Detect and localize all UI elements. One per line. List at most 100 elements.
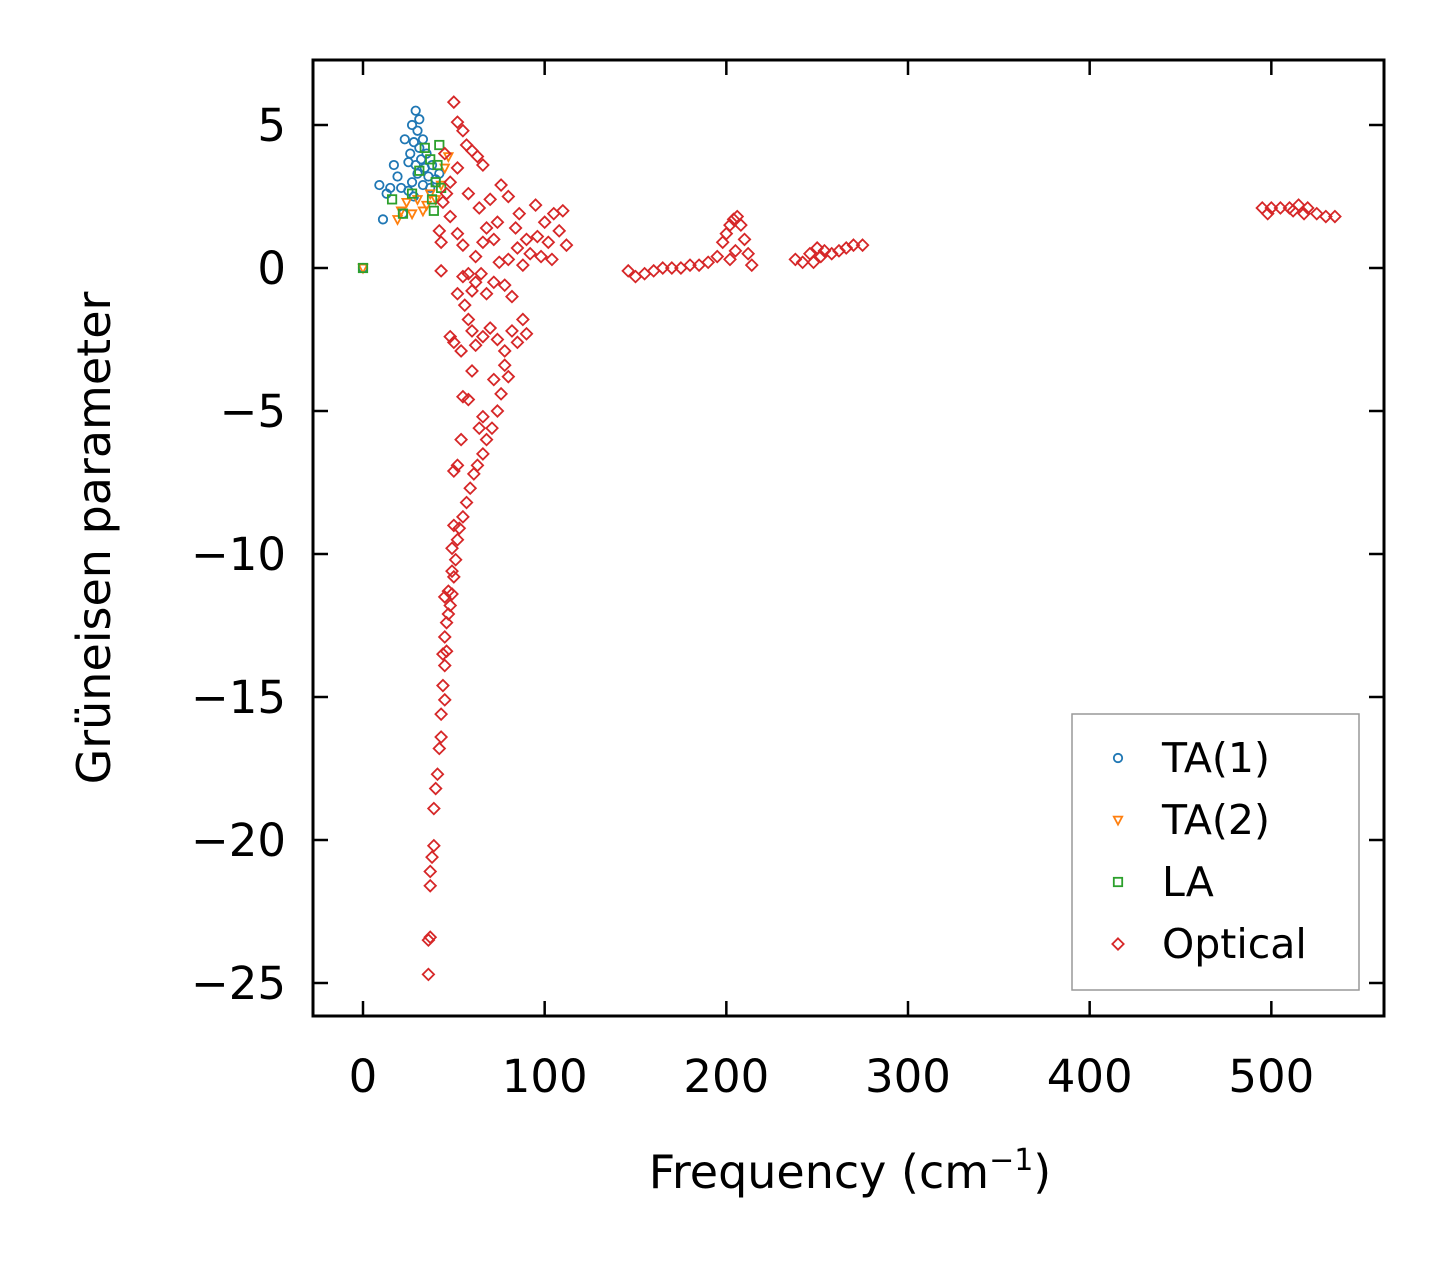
data-point xyxy=(733,218,748,233)
y-tick-label: 5 xyxy=(257,99,286,152)
data-point xyxy=(434,235,449,250)
data-point xyxy=(437,589,452,604)
data-point xyxy=(446,518,461,533)
data-point xyxy=(443,175,458,190)
data-point xyxy=(817,243,832,258)
x-tick-label: 100 xyxy=(502,1050,588,1103)
data-point xyxy=(1309,206,1324,221)
data-point xyxy=(459,495,474,510)
data-point xyxy=(441,584,456,599)
data-point xyxy=(788,252,803,267)
data-point xyxy=(432,223,447,238)
data-point xyxy=(475,409,490,424)
data-point xyxy=(414,114,425,125)
legend-label: Optical xyxy=(1162,920,1307,968)
data-point xyxy=(436,182,447,194)
x-axis-label: Frequency (cm−1) xyxy=(649,1143,1052,1199)
data-point xyxy=(412,168,423,179)
data-point xyxy=(486,275,501,290)
data-point xyxy=(457,298,472,313)
data-point xyxy=(461,392,476,407)
data-point xyxy=(497,278,512,293)
data-point xyxy=(1264,200,1279,215)
data-point xyxy=(420,200,433,212)
legend-marker xyxy=(1112,815,1124,827)
data-point xyxy=(357,262,369,274)
data-point xyxy=(397,208,409,219)
data-point xyxy=(426,194,438,205)
data-point xyxy=(430,767,445,782)
data-point xyxy=(405,148,416,159)
data-point xyxy=(472,200,487,215)
data-point xyxy=(472,421,487,436)
y-tick-label: −20 xyxy=(191,814,286,867)
data-point xyxy=(541,235,556,250)
data-point xyxy=(664,261,679,275)
data-point xyxy=(445,541,459,556)
data-point xyxy=(434,263,449,278)
data-point xyxy=(442,152,455,164)
data-point xyxy=(846,238,861,253)
data-point xyxy=(437,692,452,707)
data-point xyxy=(463,481,478,496)
data-point xyxy=(1286,203,1301,218)
data-point xyxy=(425,154,436,165)
plot-frame xyxy=(311,58,1386,1018)
data-point xyxy=(806,255,821,270)
data-point xyxy=(497,358,512,373)
data-point xyxy=(701,255,716,270)
data-point xyxy=(400,197,413,209)
x-axis-label-suffix: ) xyxy=(1033,1145,1051,1199)
data-layer xyxy=(357,95,1342,982)
data-point xyxy=(744,258,759,273)
data-point xyxy=(448,552,463,567)
x-tick-label: 200 xyxy=(683,1050,769,1103)
data-point xyxy=(510,335,525,350)
data-point xyxy=(455,509,470,524)
data-point xyxy=(385,182,396,194)
data-point xyxy=(450,115,465,130)
data-point xyxy=(450,160,465,175)
data-point xyxy=(1318,209,1333,224)
data-point xyxy=(426,159,438,171)
data-point xyxy=(468,249,483,264)
y-tick-label: −25 xyxy=(191,957,286,1010)
data-point xyxy=(466,466,481,481)
data-point xyxy=(470,149,485,164)
axes-layer: 0 100 200 300 400 500 5 0 −5 −10 −15 −20 −25 xyxy=(191,60,1384,1103)
data-point xyxy=(483,192,498,207)
data-point xyxy=(426,801,441,816)
legend-marker xyxy=(1112,876,1124,888)
data-point xyxy=(552,223,567,238)
data-point xyxy=(434,730,449,744)
data-point xyxy=(450,532,465,547)
data-point xyxy=(406,209,418,221)
series-optical xyxy=(421,95,1342,982)
legend-label: LA xyxy=(1162,858,1214,906)
legend-entry: Optical xyxy=(1111,920,1307,968)
x-axis-label-main: Frequency (cm xyxy=(649,1145,989,1199)
legend-marker xyxy=(1112,752,1124,764)
data-point xyxy=(537,215,552,230)
data-point xyxy=(455,123,470,138)
data-point xyxy=(452,521,467,536)
data-point xyxy=(683,258,697,273)
data-point xyxy=(1327,209,1342,224)
data-point xyxy=(437,629,452,644)
data-point xyxy=(461,312,476,327)
y-tick-label: −5 xyxy=(220,385,286,438)
data-point xyxy=(428,781,443,796)
data-point xyxy=(425,182,436,194)
data-point xyxy=(621,263,636,278)
data-point xyxy=(465,143,479,158)
data-point xyxy=(1273,200,1288,215)
data-point xyxy=(490,215,505,230)
data-point xyxy=(412,125,423,136)
data-point xyxy=(559,238,574,253)
data-point xyxy=(515,312,530,327)
y-tick-label: −10 xyxy=(191,528,286,581)
y-tick-label: −15 xyxy=(191,671,286,724)
data-point xyxy=(374,179,385,191)
data-point xyxy=(406,119,418,131)
